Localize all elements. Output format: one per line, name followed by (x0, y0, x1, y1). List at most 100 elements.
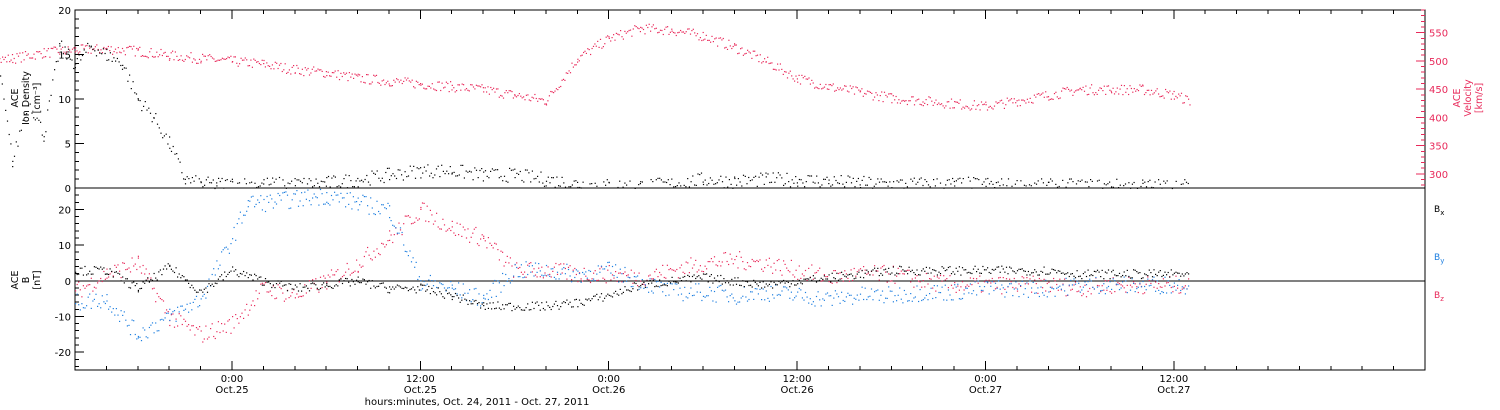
bx-series-point (167, 263, 169, 265)
density-series-point (383, 181, 385, 184)
bx-series-point (659, 279, 661, 281)
bz-series-point (428, 221, 430, 223)
bz-series-point (845, 273, 847, 275)
density-axis-label: Ion Density (21, 71, 32, 125)
bz-series-point (589, 281, 592, 284)
by-series-point (440, 283, 442, 285)
density-series-point (831, 184, 834, 186)
bz-series-point (188, 324, 190, 326)
bx-series-point (826, 278, 829, 280)
by-series-point (381, 204, 383, 206)
bx-series-point (894, 274, 896, 276)
bz-series-point (1005, 278, 1008, 280)
velocity-series-point (1018, 99, 1020, 101)
bx-series-point (600, 293, 603, 295)
bx-series-point (941, 266, 943, 268)
bx-series-point (823, 275, 825, 277)
velocity-series-point (428, 85, 430, 87)
density-series-point (784, 183, 786, 185)
density-series-point (746, 183, 748, 185)
velocity-series-point (774, 68, 776, 70)
density-series-point (708, 182, 710, 185)
bz-series-point (478, 244, 480, 247)
density-series-point (310, 180, 312, 182)
by-series-point (817, 291, 819, 293)
density-series-point (713, 183, 715, 185)
density-series-point (226, 179, 228, 181)
bx-series-point (999, 271, 1001, 273)
bx-series-point (1183, 275, 1185, 277)
velocity-series-point (47, 48, 49, 50)
by-series-point (175, 320, 177, 322)
by-series-point (304, 191, 306, 193)
by-series-point (828, 295, 830, 297)
bz-series-point (1024, 283, 1026, 285)
bz-series-point (447, 229, 449, 231)
bx-series-point (445, 289, 447, 291)
bz-series-point (706, 268, 708, 270)
by-series-point (691, 295, 694, 297)
by-series-point (382, 204, 384, 206)
density-series-point (75, 63, 77, 65)
velocity-series-point (1185, 95, 1187, 97)
bx-series-point (329, 285, 331, 287)
bz-series-point (980, 291, 982, 293)
by-series-point (976, 294, 978, 296)
bx-series-point (139, 288, 141, 290)
by-series-point (541, 274, 543, 276)
density-series-point (10, 143, 12, 145)
density-series-point (475, 169, 478, 171)
by-series-point (506, 280, 508, 282)
bz-series-point (399, 229, 402, 231)
bx-series-point (1144, 273, 1146, 275)
bx-series-point (874, 267, 876, 269)
density-series-point (191, 177, 193, 179)
bx-series-point (426, 289, 428, 291)
bx-series-point (597, 299, 599, 301)
bx-series-point (166, 268, 168, 270)
velocity-series-point (1076, 89, 1078, 91)
bz-series-point (153, 287, 155, 289)
bz-series-point (483, 235, 485, 237)
density-series-point (690, 181, 692, 183)
by-series-point (393, 225, 395, 227)
velocity-series-point (273, 68, 275, 70)
bz-series-point (200, 330, 202, 332)
bx-series-point (1005, 266, 1008, 268)
bz-series-point (414, 221, 416, 223)
density-series-point (130, 88, 132, 90)
by-series-point (1092, 286, 1094, 288)
velocity-series-point (24, 51, 27, 53)
density-series-point (718, 179, 720, 181)
velocity-series-point (1133, 88, 1135, 90)
density-series-point (3, 98, 5, 100)
bx-series-point (352, 281, 354, 283)
velocity-series-point (278, 64, 281, 66)
density-series-point (411, 170, 413, 172)
density-series-point (381, 177, 383, 179)
by-series-point (877, 289, 879, 291)
velocity-series-point (1061, 90, 1063, 92)
bz-series-point (337, 269, 339, 271)
bz-series-point (600, 266, 603, 268)
velocity-series-point (892, 95, 894, 97)
density-series-point (259, 185, 261, 187)
by-series-point (1172, 286, 1174, 288)
density-series-point (503, 175, 506, 177)
bx-series-point (954, 273, 956, 275)
by-series-point (1062, 284, 1064, 286)
by-series-point (324, 203, 326, 205)
by-series-point (95, 293, 97, 295)
velocity-series-point (1110, 90, 1112, 92)
velocity-series-point (507, 92, 509, 94)
bz-series-point (334, 274, 336, 276)
by-series-point (469, 289, 471, 291)
by-series-point (971, 293, 973, 295)
bz-series-point (266, 291, 268, 293)
by-series-point (983, 286, 986, 288)
density-series-point (362, 181, 364, 183)
bx-series-point (1155, 273, 1157, 275)
by-series-point (955, 286, 957, 288)
velocity-series-point (846, 90, 849, 92)
velocity-series-point (895, 95, 897, 98)
